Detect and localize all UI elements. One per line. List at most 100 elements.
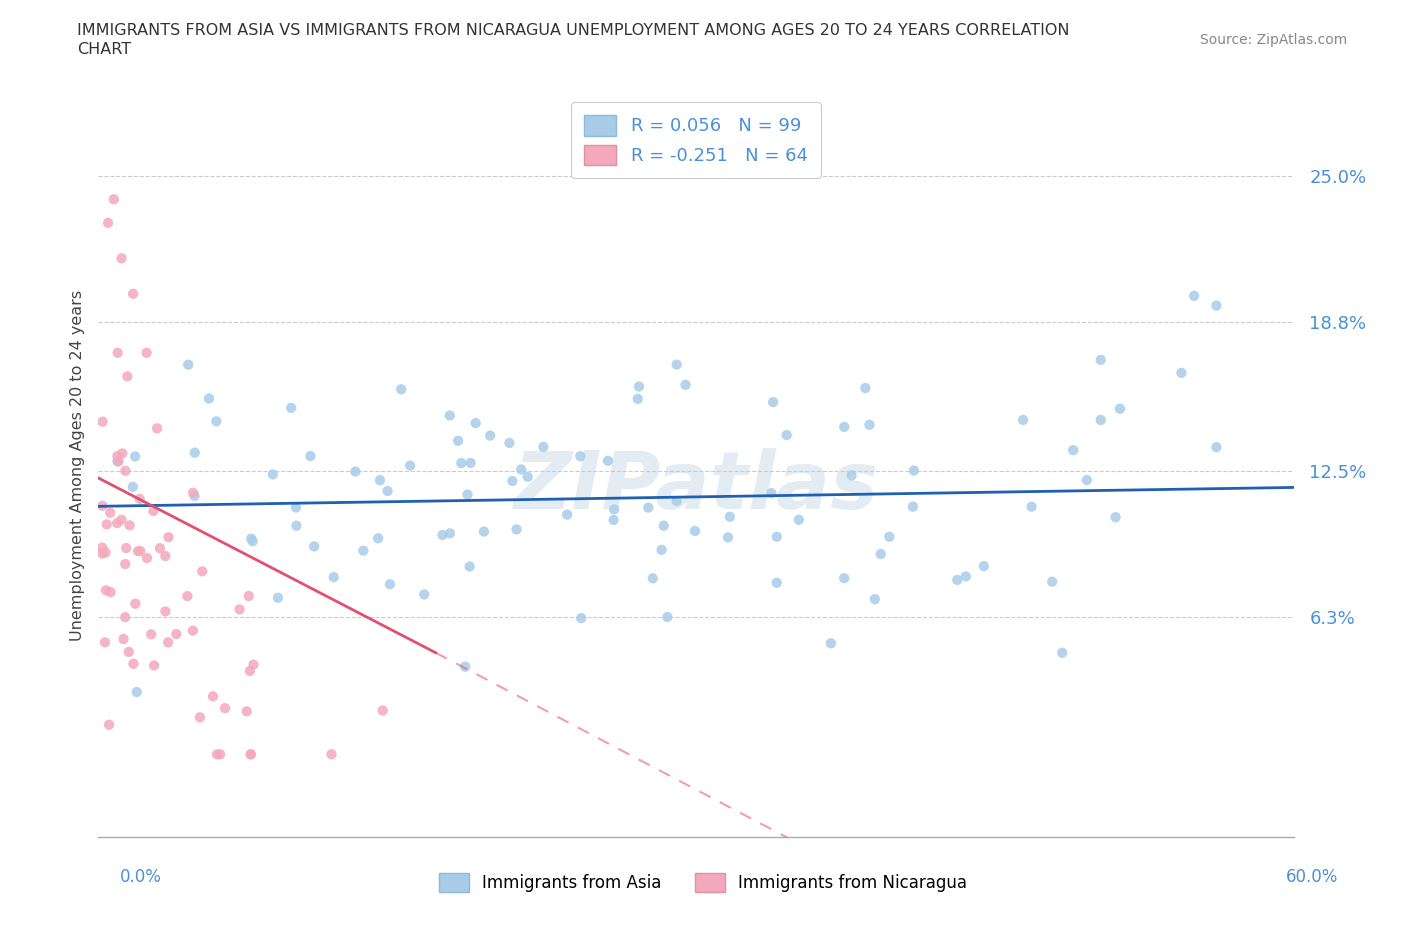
Point [352, 543, 374, 558]
Point [1090, 413, 1112, 428]
Point [464, 416, 486, 431]
Y-axis label: Unemployment Among Ages 20 to 24 years: Unemployment Among Ages 20 to 24 years [69, 289, 84, 641]
Point [955, 569, 977, 584]
Point [901, 499, 924, 514]
Point [302, 539, 325, 554]
Point [157, 635, 180, 650]
Point [239, 663, 262, 678]
Point [627, 379, 650, 394]
Point [879, 529, 901, 544]
Point [569, 611, 592, 626]
Point [853, 380, 876, 395]
Point [344, 464, 367, 479]
Point [569, 449, 592, 464]
Point [820, 636, 842, 651]
Point [284, 500, 307, 515]
Point [142, 503, 165, 518]
Point [447, 433, 470, 448]
Point [98, 717, 121, 732]
Point [122, 657, 145, 671]
Point [1062, 443, 1084, 458]
Point [841, 468, 863, 483]
Point [439, 525, 461, 540]
Point [973, 559, 995, 574]
Point [1205, 440, 1227, 455]
Point [183, 488, 205, 503]
Point [91, 546, 114, 561]
Point [377, 484, 399, 498]
Point [665, 494, 688, 509]
Point [165, 627, 187, 642]
Text: Source: ZipAtlas.com: Source: ZipAtlas.com [1199, 33, 1347, 46]
Point [91, 414, 114, 429]
Point [111, 446, 134, 461]
Point [157, 530, 180, 545]
Text: 60.0%: 60.0% [1286, 868, 1339, 885]
Point [105, 448, 128, 463]
Point [107, 454, 129, 469]
Point [242, 534, 264, 549]
Point [869, 547, 891, 562]
Point [1104, 510, 1126, 525]
Point [399, 458, 422, 473]
Point [652, 518, 675, 533]
Point [460, 456, 482, 471]
Point [141, 627, 163, 642]
Point [863, 591, 886, 606]
Point [124, 449, 146, 464]
Point [94, 583, 117, 598]
Point [136, 551, 159, 565]
Point [114, 463, 136, 478]
Text: ZIPatlas: ZIPatlas [513, 448, 879, 526]
Point [832, 419, 855, 434]
Point [129, 544, 152, 559]
Point [122, 286, 145, 301]
Point [114, 610, 136, 625]
Point [479, 428, 502, 443]
Point [107, 454, 129, 469]
Point [94, 545, 117, 560]
Legend: R = 0.056   N = 99, R = -0.251   N = 64: R = 0.056 N = 99, R = -0.251 N = 64 [571, 102, 821, 178]
Point [665, 357, 688, 372]
Point [762, 394, 785, 409]
Point [238, 589, 260, 604]
Point [239, 747, 262, 762]
Point [107, 345, 129, 360]
Point [510, 462, 533, 477]
Point [214, 701, 236, 716]
Point [367, 531, 389, 546]
Point [1090, 352, 1112, 367]
Point [184, 445, 207, 460]
Point [765, 529, 787, 544]
Point [450, 456, 472, 471]
Point [191, 564, 214, 578]
Point [124, 596, 146, 611]
Point [675, 378, 697, 392]
Point [91, 498, 114, 513]
Text: CHART: CHART [77, 42, 131, 57]
Point [299, 448, 322, 463]
Point [432, 527, 454, 542]
Point [228, 602, 250, 617]
Point [240, 531, 263, 546]
Point [717, 530, 740, 545]
Point [96, 517, 118, 532]
Point [143, 658, 166, 673]
Point [946, 573, 969, 588]
Point [555, 507, 578, 522]
Point [198, 392, 221, 406]
Point [181, 623, 204, 638]
Point [115, 540, 138, 555]
Point [718, 510, 741, 525]
Point [389, 382, 412, 397]
Point [1012, 413, 1035, 428]
Point [641, 571, 664, 586]
Point [118, 518, 141, 533]
Point [110, 512, 132, 527]
Point [458, 559, 481, 574]
Point [128, 491, 150, 506]
Point [1205, 299, 1227, 313]
Point [501, 473, 523, 488]
Point [472, 525, 495, 539]
Point [285, 518, 308, 533]
